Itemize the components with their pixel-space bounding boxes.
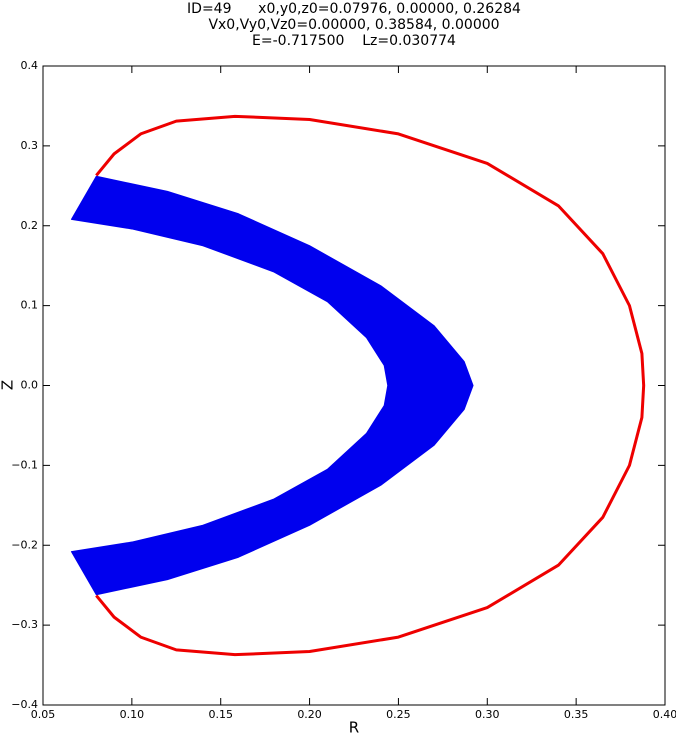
y-tick-label: 0.2 [21, 219, 39, 232]
y-tick-label: 0.4 [21, 59, 39, 72]
zero-velocity-curve [95, 114, 646, 657]
y-tick-label: −0.3 [11, 618, 38, 631]
title-line: E=-0.717500 Lz=0.030774 [252, 33, 456, 49]
x-tick-label: 0.20 [297, 708, 322, 721]
plot-frame [42, 65, 666, 706]
y-tick-label: 0.1 [21, 299, 39, 312]
x-tick-label: 0.30 [475, 708, 500, 721]
y-tick-label: −0.2 [11, 538, 38, 551]
x-tick-label: 0.15 [208, 708, 233, 721]
y-axis-label: Z [0, 380, 17, 390]
x-tick-label: 0.10 [120, 708, 145, 721]
x-tick-label: 0.35 [564, 708, 589, 721]
x-tick-label: 0.40 [653, 708, 676, 721]
x-tick-label: 0.05 [31, 708, 56, 721]
y-tick-label: −0.1 [11, 458, 38, 471]
y-tick-label: −0.4 [11, 698, 38, 711]
y-tick-label: 0.0 [21, 379, 39, 392]
title-line: ID=49 x0,y0,z0=0.07976, 0.00000, 0.26284 [187, 1, 521, 17]
x-axis-label: R [349, 719, 359, 736]
title-line: Vx0,Vy0,Vz0=0.00000, 0.38584, 0.00000 [208, 17, 499, 33]
x-tick-label: 0.25 [386, 708, 411, 721]
orbit-band [70, 175, 474, 596]
y-tick-label: 0.3 [21, 139, 39, 152]
